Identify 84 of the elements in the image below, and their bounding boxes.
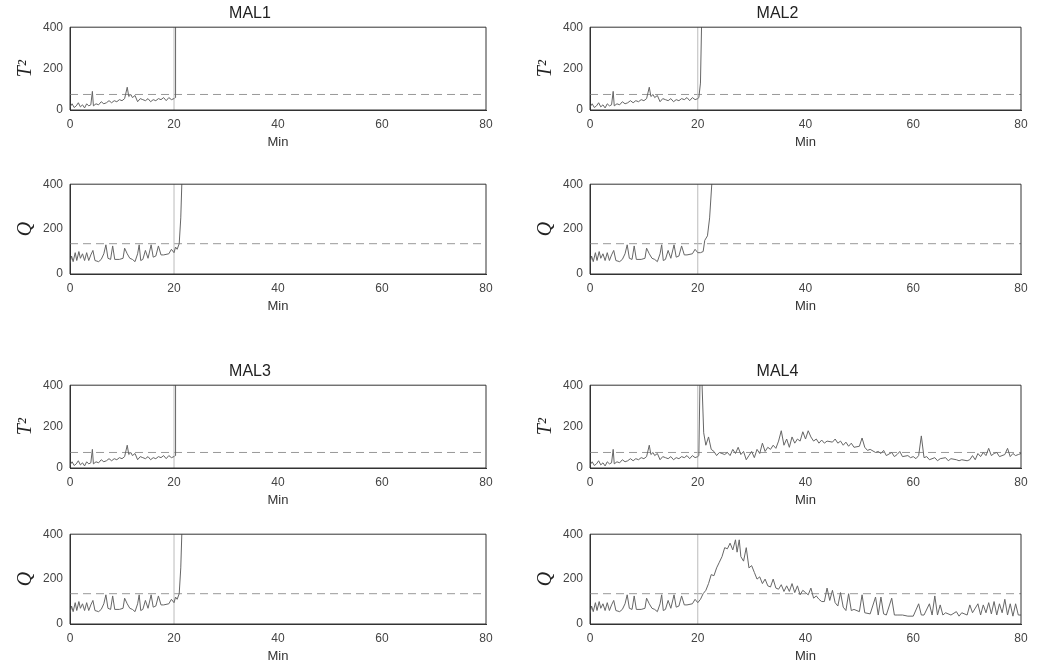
x-tick-label: 40	[271, 116, 285, 131]
x-tick-label: 40	[798, 474, 813, 489]
x-tick-label: 40	[798, 630, 813, 645]
x-tick-label: 60	[906, 474, 921, 489]
y-tick-label: 0	[56, 460, 64, 475]
y-tick-label: 200	[562, 221, 584, 236]
y-tick-label: 0	[576, 616, 584, 631]
y-tick-label: 0	[576, 266, 584, 281]
x-tick-label: 0	[66, 474, 74, 489]
y-tick-label: 200	[562, 571, 584, 586]
x-tick-label: 20	[167, 630, 182, 645]
x-tick-label: 80	[479, 116, 493, 131]
x-tick-label: 20	[691, 630, 705, 645]
x-tick-label: 20	[691, 474, 705, 489]
x-tick-label: 60	[375, 474, 389, 489]
y-axis-title: Q	[533, 221, 556, 237]
x-axis-title: Min	[795, 297, 816, 313]
y-axis-title: T²	[533, 59, 556, 78]
x-tick-label: 80	[1014, 116, 1028, 131]
y-tick-label: 400	[562, 526, 584, 541]
x-tick-label: 80	[1014, 630, 1028, 645]
x-axis-title: Min	[267, 491, 289, 507]
y-axis-title: T²	[533, 417, 556, 436]
x-tick-label: 0	[586, 630, 594, 645]
x-tick-label: 20	[691, 116, 705, 131]
y-tick-label: 400	[562, 19, 584, 34]
y-tick-label: 200	[42, 418, 64, 433]
x-tick-label: 0	[66, 280, 74, 295]
x-tick-label: 0	[586, 474, 594, 489]
x-axis-title: Min	[795, 647, 816, 663]
x-tick-label: 40	[798, 116, 813, 131]
x-tick-label: 0	[66, 630, 74, 645]
x-tick-label: 80	[479, 630, 493, 645]
x-axis-title: Min	[267, 297, 289, 313]
x-tick-label: 40	[271, 630, 285, 645]
x-tick-label: 0	[66, 116, 74, 131]
y-axis-title: T²	[13, 417, 36, 436]
chart-title: MAL3	[229, 362, 271, 380]
y-tick-label: 200	[42, 60, 64, 75]
x-axis-title: Min	[267, 647, 289, 663]
x-axis-title: Min	[267, 133, 289, 149]
x-tick-label: 20	[167, 474, 182, 489]
x-tick-label: 80	[479, 280, 493, 295]
y-tick-label: 200	[42, 571, 64, 586]
y-tick-label: 200	[562, 60, 584, 75]
x-tick-label: 40	[271, 474, 285, 489]
y-axis-title: Q	[13, 221, 36, 237]
x-tick-label: 20	[167, 116, 182, 131]
x-tick-label: 60	[906, 116, 921, 131]
x-tick-label: 60	[906, 280, 921, 295]
x-tick-label: 20	[691, 280, 705, 295]
y-tick-label: 0	[56, 102, 64, 117]
y-tick-label: 200	[42, 221, 64, 236]
y-tick-label: 0	[56, 616, 64, 631]
y-tick-label: 0	[576, 102, 584, 117]
y-tick-label: 400	[42, 377, 64, 392]
x-tick-label: 40	[798, 280, 813, 295]
y-tick-label: 400	[42, 19, 64, 34]
y-tick-label: 400	[42, 176, 64, 191]
y-tick-label: 400	[562, 176, 584, 191]
chart-title: MAL2	[756, 4, 799, 22]
y-tick-label: 200	[562, 418, 584, 433]
y-axis-title: Q	[533, 571, 556, 587]
x-tick-label: 60	[375, 280, 389, 295]
y-axis-title: T²	[13, 59, 36, 78]
y-tick-label: 0	[56, 266, 64, 281]
y-tick-label: 400	[562, 377, 584, 392]
x-tick-label: 0	[586, 116, 594, 131]
x-tick-label: 80	[1014, 474, 1028, 489]
x-tick-label: 60	[375, 630, 389, 645]
y-tick-label: 0	[576, 460, 584, 475]
x-tick-label: 40	[271, 280, 285, 295]
x-tick-label: 80	[479, 474, 493, 489]
x-tick-label: 60	[906, 630, 921, 645]
y-axis-title: Q	[13, 571, 36, 587]
x-axis-title: Min	[795, 133, 816, 149]
x-tick-label: 60	[375, 116, 389, 131]
y-tick-label: 400	[42, 526, 64, 541]
x-axis-title: Min	[795, 491, 816, 507]
x-tick-label: 20	[167, 280, 182, 295]
x-tick-label: 80	[1014, 280, 1028, 295]
x-tick-label: 0	[586, 280, 594, 295]
chart-title: MAL4	[756, 362, 799, 380]
chart-title: MAL1	[229, 4, 271, 22]
